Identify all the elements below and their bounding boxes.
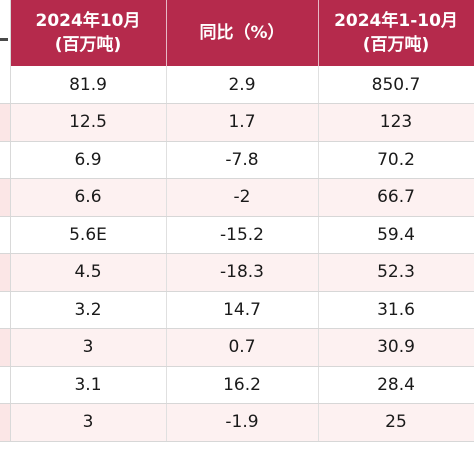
ytd-output-cell: 123 — [318, 103, 474, 142]
yoy-cell: -1.9 — [166, 403, 319, 442]
ytd-output-cell: 25 — [318, 403, 474, 442]
header-ytd-unit: (百万吨) — [362, 35, 430, 55]
month-output-cell: 3.1 — [10, 366, 167, 404]
header-ytd-title: 2024年1-10月 — [334, 11, 458, 31]
steel-output-table: 2024年10月 (百万吨) 同比（%） 2024年1-10月 (百万吨) 81… — [0, 0, 474, 442]
month-output-cell: 81.9 — [10, 66, 167, 104]
table-row: 6.6 -2 66.7 — [0, 178, 474, 217]
ytd-output-cell: 31.6 — [318, 291, 474, 329]
yoy-cell: -7.8 — [166, 141, 319, 179]
row-stub-cell — [0, 253, 11, 292]
table-row: 4.5 -18.3 52.3 — [0, 253, 474, 292]
month-output-cell: 6.6 — [10, 178, 167, 217]
ytd-output-cell: 28.4 — [318, 366, 474, 404]
table-row: 3.1 16.2 28.4 — [0, 366, 474, 404]
month-output-cell: 3.2 — [10, 291, 167, 329]
ytd-output-cell: 70.2 — [318, 141, 474, 179]
yoy-cell: 0.7 — [166, 328, 319, 367]
table-row: 3 0.7 30.9 — [0, 328, 474, 367]
month-output-cell: 3 — [10, 403, 167, 442]
table-row: 3.2 14.7 31.6 — [0, 291, 474, 329]
table-header: 2024年10月 (百万吨) 同比（%） 2024年1-10月 (百万吨) — [0, 0, 474, 66]
yoy-cell: -15.2 — [166, 216, 319, 254]
month-output-cell: 12.5 — [10, 103, 167, 142]
header-corner-cell — [0, 0, 11, 66]
table-row: 81.9 2.9 850.7 — [0, 66, 474, 104]
row-stub-cell — [0, 366, 11, 404]
header-month-output: 2024年10月 (百万吨) — [10, 0, 167, 66]
ytd-output-cell: 66.7 — [318, 178, 474, 217]
row-stub-cell — [0, 178, 11, 217]
month-output-cell: 3 — [10, 328, 167, 367]
table-row: 3 -1.9 25 — [0, 403, 474, 442]
header-yoy: 同比（%） — [166, 0, 319, 66]
ytd-output-cell: 52.3 — [318, 253, 474, 292]
ytd-output-cell: 30.9 — [318, 328, 474, 367]
header-row: 2024年10月 (百万吨) 同比（%） 2024年1-10月 (百万吨) — [0, 0, 474, 66]
month-output-cell: 6.9 — [10, 141, 167, 179]
row-stub-cell — [0, 103, 11, 142]
ytd-output-cell: 850.7 — [318, 66, 474, 104]
month-output-cell: 4.5 — [10, 253, 167, 292]
yoy-cell: -18.3 — [166, 253, 319, 292]
row-stub-cell — [0, 403, 11, 442]
table-row: 5.6E -15.2 59.4 — [0, 216, 474, 254]
header-month-unit: (百万吨) — [54, 35, 122, 55]
table-body: 81.9 2.9 850.7 12.5 1.7 123 6.9 -7.8 70.… — [0, 66, 474, 442]
table-row: 6.9 -7.8 70.2 — [0, 141, 474, 179]
header-month-title: 2024年10月 — [35, 11, 141, 31]
header-ytd-output: 2024年1-10月 (百万吨) — [318, 0, 474, 66]
row-stub-cell — [0, 66, 11, 104]
yoy-cell: 2.9 — [166, 66, 319, 104]
yoy-cell: 16.2 — [166, 366, 319, 404]
row-stub-cell — [0, 216, 11, 254]
row-stub-cell — [0, 291, 11, 329]
row-stub-cell — [0, 141, 11, 179]
corner-logo-fragment — [0, 38, 8, 41]
month-output-cell: 5.6E — [10, 216, 167, 254]
ytd-output-cell: 59.4 — [318, 216, 474, 254]
header-yoy-title: 同比（%） — [199, 23, 285, 43]
yoy-cell: -2 — [166, 178, 319, 217]
yoy-cell: 1.7 — [166, 103, 319, 142]
yoy-cell: 14.7 — [166, 291, 319, 329]
table-row: 12.5 1.7 123 — [0, 103, 474, 142]
row-stub-cell — [0, 328, 11, 367]
